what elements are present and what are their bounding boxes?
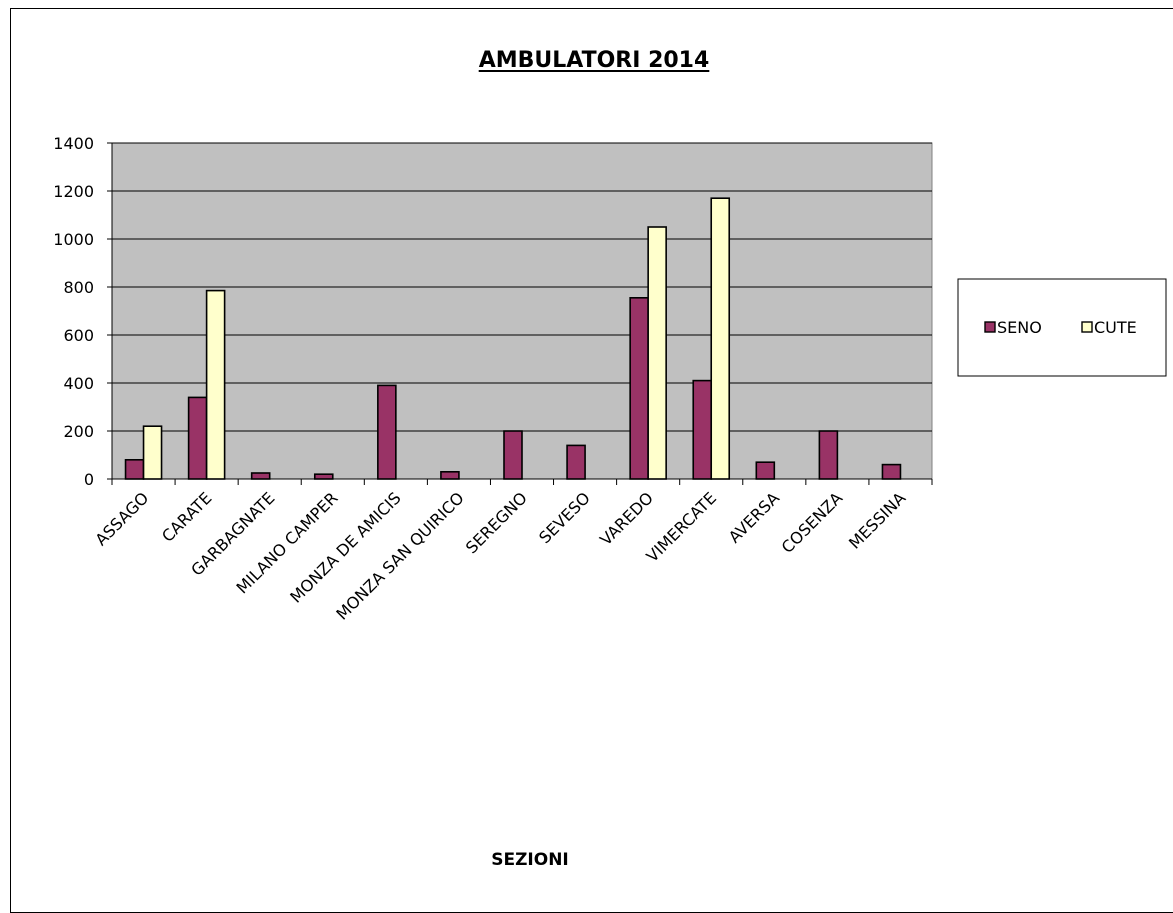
x-axis-title: SEZIONI (491, 850, 569, 870)
x-tick-label: AVERSA (725, 488, 783, 546)
legend-label-cute: CUTE (1094, 318, 1137, 337)
bar-seno (313, 473, 334, 480)
bar-seno (187, 396, 208, 480)
chart-title: AMBULATORI 2014 (479, 48, 710, 73)
x-tick-label: COSENZA (778, 488, 847, 557)
x-tick-label: SEREGNO (462, 488, 531, 557)
x-tick-label: MONZA DE AMICIS (286, 488, 404, 606)
bar-seno (440, 470, 460, 480)
axes (111, 143, 932, 480)
bar-seno (250, 472, 271, 480)
y-tick-label: 1000 (53, 230, 94, 249)
bar-cute (710, 197, 731, 480)
legend-swatch-cute (1081, 321, 1093, 333)
bar-seno (377, 384, 397, 480)
y-tick-label: 1400 (53, 134, 94, 153)
bar-seno (124, 458, 145, 480)
x-tick-label: VAREDO (596, 488, 657, 549)
x-tick-label: ASSAGO (91, 488, 152, 549)
bar-seno (629, 296, 649, 480)
bar-seno (881, 463, 902, 480)
bar-seno (818, 430, 839, 480)
y-tick-label: 800 (63, 278, 94, 297)
y-tick-label: 600 (63, 326, 94, 345)
x-tick-label: CARATE (158, 488, 215, 545)
legend-swatch-seno (984, 321, 996, 333)
y-tick-label: 1200 (53, 182, 94, 201)
legend: SENO CUTE (957, 278, 1167, 377)
x-tick-label: MONZA SAN QUIRICO (332, 488, 467, 623)
bar-seno (566, 444, 586, 480)
y-tick-label: 0 (84, 470, 94, 489)
bar-seno (503, 430, 523, 480)
bars (124, 197, 902, 480)
bar-seno (692, 379, 713, 480)
x-tick-label: SEVESO (535, 488, 594, 547)
x-tick-label: MESSINA (845, 488, 909, 552)
y-axis-ticks: 0 200 400 600 800 1000 1200 1400 (53, 134, 112, 489)
y-tick-label: 200 (63, 422, 94, 441)
y-tick-label: 400 (63, 374, 94, 393)
legend-label-seno: SENO (997, 318, 1042, 337)
plot-area (111, 142, 933, 480)
bar-seno (755, 461, 776, 480)
bar-cute (205, 289, 226, 480)
bar-cute (142, 425, 163, 480)
bar-cute (647, 226, 667, 480)
